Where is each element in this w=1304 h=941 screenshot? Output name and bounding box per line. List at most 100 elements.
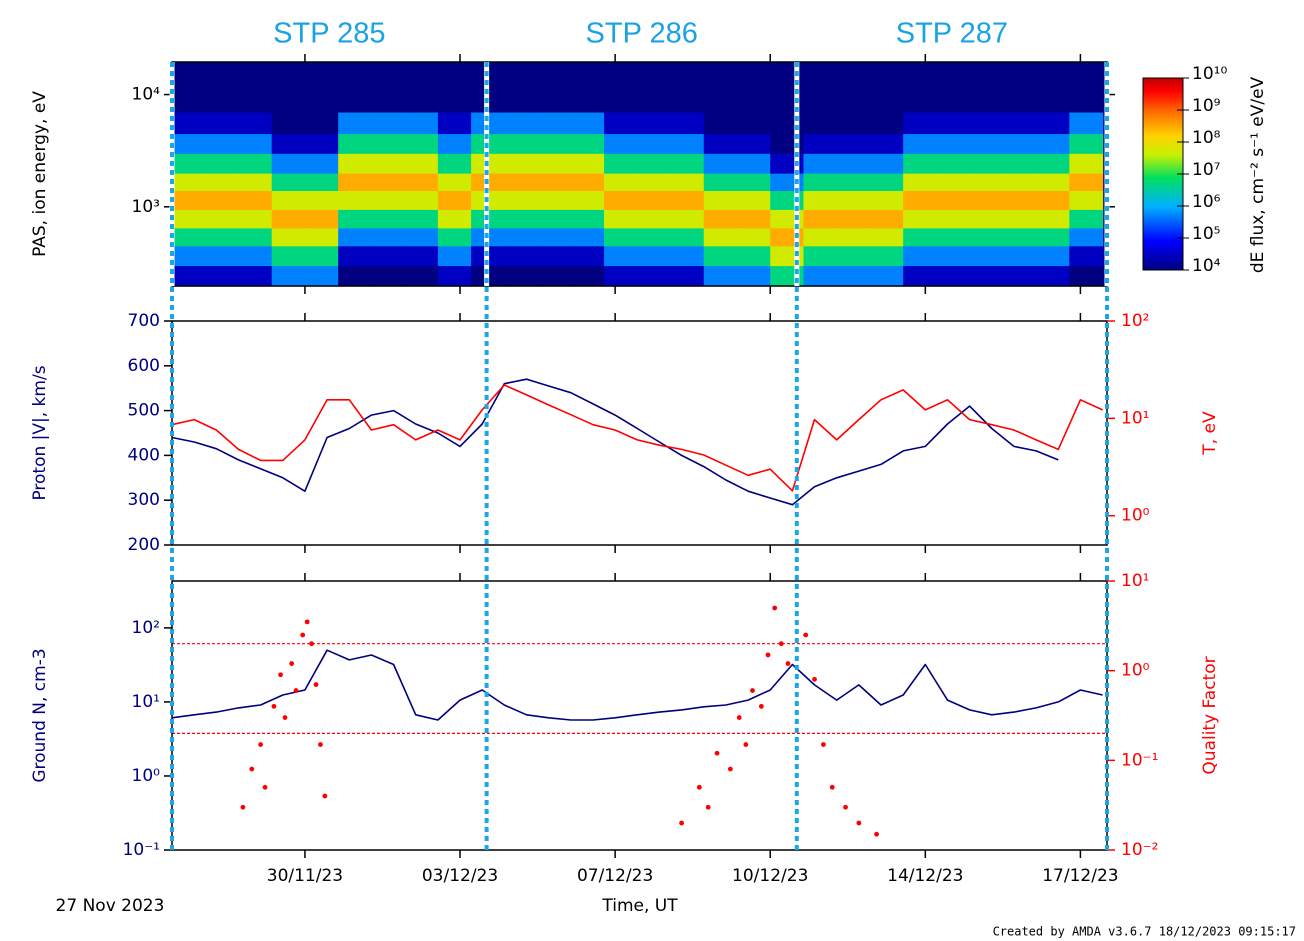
heatmap-cell [936,153,971,174]
heatmap-cell [903,173,937,192]
heatmap-cell [205,111,240,135]
heatmap-cell [338,111,373,135]
heatmap-cell [969,265,1004,287]
heatmap-cell [903,265,937,287]
heatmap-cell [371,209,406,229]
colorbar-tick-label: 10⁴ [1192,256,1221,276]
heatmap-cell [437,190,472,210]
heatmap-cell [836,133,871,154]
heatmap-cell [969,153,1004,174]
heatmap-cell [537,133,572,154]
heatmap-cell [371,62,406,113]
heatmap-cell [969,190,1004,210]
heatmap-cell [271,265,306,287]
heatmap-cell [637,133,672,154]
heatmap-cell [504,62,539,113]
heatmap-cell [271,111,306,135]
heatmap-cell [703,133,738,154]
heatmap-cell [736,265,771,287]
heatmap-cell [1069,265,1104,287]
data-point [772,605,778,611]
heatmap-cell [736,111,771,135]
heatmap-cell [869,209,904,229]
y-tick-label: 10⁴ [132,85,161,105]
heatmap-cell [205,265,240,287]
heatmap-cell [604,245,638,267]
heatmap-cell [1069,190,1104,210]
heatmap-cell [869,265,904,287]
heatmap-cell [903,227,937,247]
series-line [171,384,1103,492]
heatmap-cell [903,153,937,174]
heatmap-cell [836,265,871,287]
data-point [300,632,306,638]
x-tick-label: 30/11/23 [267,866,343,886]
y2-axis-label: T, eV [1200,411,1220,456]
footer: Created by AMDA v3.6.7 18/12/2023 09:15:… [993,925,1296,939]
heatmap-cell [437,265,472,287]
y-tick-label: 600 [128,356,160,376]
heatmap-cell [836,173,871,192]
data-point [679,820,684,826]
data-point [322,793,328,799]
heatmap-cell [936,209,971,229]
data-point [714,750,720,756]
heatmap-cell [736,62,771,113]
heatmap-cell [205,173,240,192]
heatmap-cell [570,227,605,247]
heatmap-cell [1036,227,1070,247]
data-point [829,784,835,790]
heatmap-cell [205,190,240,210]
heatmap-cell [404,245,439,267]
heatmap-cell [1036,265,1070,287]
heatmap-cell [570,245,605,267]
colorbar-tick-label: 10⁷ [1192,160,1221,180]
heatmap-cell [304,190,339,210]
heatmap-cell [404,173,439,192]
heatmap-cell [238,133,273,154]
y2-tick-label: 10⁻² [1121,840,1158,860]
heatmap-cell [304,265,339,287]
heatmap-cell [736,153,771,174]
data-point [812,676,817,682]
y-tick-label: 10² [132,618,160,638]
data-point [765,652,771,658]
y2-tick-label: 10² [1121,311,1149,331]
heatmap-cell [371,265,406,287]
heatmap-cell [537,190,572,210]
heatmap-cell [238,245,273,267]
heatmap-cell [1069,173,1104,192]
heatmap-cell [504,173,539,192]
heatmap-cell [570,153,605,174]
y2-tick-label: 10⁰ [1121,506,1150,526]
plot-frame [171,580,1108,851]
data-point [282,715,288,720]
heatmap-cell [869,245,904,267]
heatmap-cell [172,190,206,210]
heatmap-cell [504,111,539,135]
heatmap-cell [903,62,937,113]
data-point [785,661,791,666]
data-point [289,661,295,666]
heatmap-cell [604,209,638,229]
heatmap-cell [504,245,539,267]
heatmap-cell [338,227,373,247]
data-point [240,804,246,810]
heatmap-cell [338,245,373,267]
heatmap-cell [670,153,705,174]
heatmap-cell [803,265,838,287]
heatmap-cell [736,173,771,192]
heatmap-cell [205,153,240,174]
heatmap-cell [238,111,273,135]
heatmap-cell [936,245,971,267]
heatmap-cell [604,173,638,192]
heatmap-cell [869,153,904,174]
heatmap-cell [570,133,605,154]
heatmap-cell [604,190,638,210]
data-point [874,831,879,837]
y-tick-label: 500 [128,401,160,421]
heatmap-cell [736,209,771,229]
heatmap-cell [869,190,904,210]
data-point [843,804,848,810]
heatmap-cell [404,153,439,174]
